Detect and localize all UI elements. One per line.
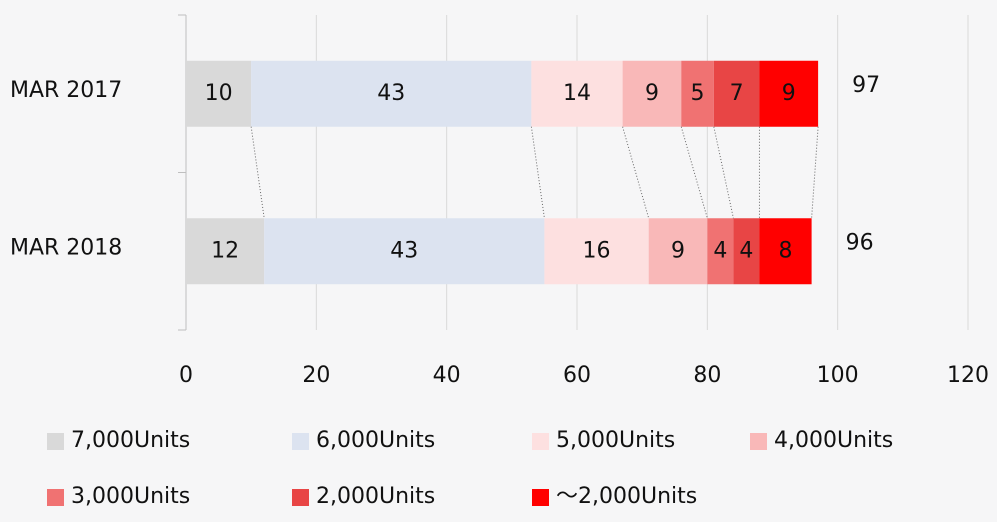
x-tick-label: 100 bbox=[817, 363, 859, 388]
data-label: 9 bbox=[782, 81, 796, 106]
legend-swatch bbox=[47, 489, 64, 506]
data-label: 9 bbox=[671, 238, 685, 263]
legend-label: 2,000Units bbox=[316, 484, 435, 509]
connector-line bbox=[811, 126, 819, 219]
bar-segment bbox=[707, 218, 734, 285]
data-label: 43 bbox=[377, 81, 405, 106]
connector-line bbox=[250, 126, 265, 219]
legend-label: 4,000Units bbox=[774, 428, 893, 453]
connector-line bbox=[622, 126, 650, 219]
data-label: 8 bbox=[779, 238, 793, 263]
x-tick-label: 20 bbox=[302, 363, 330, 388]
data-label: 4 bbox=[739, 238, 753, 263]
legend-swatch bbox=[750, 433, 767, 450]
bar-segment bbox=[531, 60, 623, 127]
data-label: 16 bbox=[583, 238, 611, 263]
x-tick-label: 120 bbox=[947, 363, 989, 388]
connector-line bbox=[530, 126, 545, 219]
legend-swatch bbox=[47, 433, 64, 450]
bar-segment bbox=[264, 218, 545, 285]
bar-segment bbox=[186, 60, 252, 127]
data-label: 43 bbox=[390, 238, 418, 263]
connector-line bbox=[713, 126, 734, 219]
bar-segment bbox=[713, 60, 760, 127]
bar-segment bbox=[186, 218, 265, 285]
bar-segment bbox=[733, 218, 760, 285]
legend-label: 7,000Units bbox=[71, 428, 190, 453]
legend-swatch bbox=[292, 489, 309, 506]
total-label: 97 bbox=[852, 73, 880, 98]
data-label: 9 bbox=[645, 81, 659, 106]
data-label: 7 bbox=[730, 81, 744, 106]
y-tick-label: MAR 2017 bbox=[10, 78, 122, 103]
connector-line bbox=[680, 126, 708, 219]
data-label: 12 bbox=[211, 238, 239, 263]
bar-segment bbox=[759, 60, 819, 127]
data-label: 14 bbox=[563, 81, 591, 106]
bar-segment bbox=[622, 60, 682, 127]
legend-label: 5,000Units bbox=[556, 428, 675, 453]
legend-swatch bbox=[292, 433, 309, 450]
legend-label: 6,000Units bbox=[316, 428, 435, 453]
y-tick-label: MAR 2018 bbox=[10, 235, 122, 260]
bar-segment bbox=[681, 60, 714, 127]
x-tick-label: 60 bbox=[563, 363, 591, 388]
bar-segment bbox=[759, 218, 812, 285]
data-label: 10 bbox=[205, 81, 233, 106]
total-label: 96 bbox=[846, 230, 874, 255]
data-label: 4 bbox=[713, 238, 727, 263]
bar-segment bbox=[544, 218, 649, 285]
legend-label: 3,000Units bbox=[71, 484, 190, 509]
bar-segment bbox=[648, 218, 708, 285]
legend-label: ～2,000Units bbox=[556, 484, 697, 509]
legend-swatch bbox=[532, 489, 549, 506]
x-tick-label: 80 bbox=[693, 363, 721, 388]
x-tick-label: 40 bbox=[433, 363, 461, 388]
x-tick-label: 0 bbox=[179, 363, 193, 388]
legend-swatch bbox=[532, 433, 549, 450]
bar-segment bbox=[251, 60, 532, 127]
data-label: 5 bbox=[691, 81, 705, 106]
